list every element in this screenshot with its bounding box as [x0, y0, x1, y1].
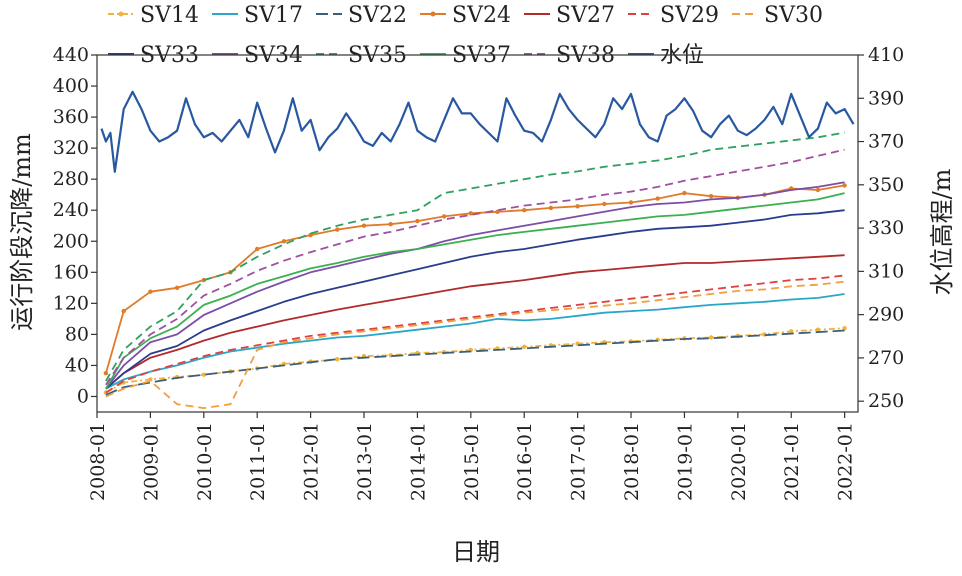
- y-tick-label-1: 40: [65, 354, 89, 376]
- y2-tick-label-7: 390: [868, 87, 904, 109]
- series-line-6: [105, 280, 845, 410]
- legend-label-2: SV22: [348, 3, 407, 28]
- axes: 0 40 80 120 160 200 240 280 320 360 400 440 250 270 29…: [53, 44, 905, 501]
- x-tick-label-13: 2021-01: [781, 422, 803, 501]
- series-marker-0-23: [708, 335, 714, 340]
- y-tick-label-7: 280: [53, 168, 89, 190]
- series-line-7: [105, 209, 845, 390]
- legend-label-0: SV14: [140, 3, 199, 28]
- y-tick-label-4: 160: [53, 261, 89, 283]
- series-marker-3-1: [121, 308, 126, 314]
- y-tick-label-8: 320: [53, 137, 89, 159]
- series-line-4: [105, 254, 845, 390]
- y-tick-label-9: 360: [53, 106, 89, 128]
- x-tick-label-12: 2020-01: [728, 422, 750, 501]
- y2-tick-label-1: 270: [868, 347, 904, 369]
- series-marker-3-13: [441, 214, 447, 219]
- y-axis-title: 运行阶段沉降/mm: [8, 133, 36, 331]
- y-tick-label-10: 400: [53, 75, 89, 97]
- x-tick-label-3: 2011-01: [247, 422, 269, 501]
- x-tick-label-1: 2009-01: [140, 422, 162, 501]
- y2-tick-label-3: 310: [868, 260, 904, 282]
- series-line-0: [105, 327, 845, 394]
- y-tick-label-2: 80: [65, 323, 89, 345]
- series-line-5: [105, 274, 845, 394]
- series-marker-3-14: [468, 211, 473, 216]
- x-tick-label-5: 2013-01: [354, 422, 376, 501]
- series-marker-3-18: [575, 204, 580, 209]
- plot-frame: [96, 54, 859, 413]
- legend-label-6: SV30: [764, 3, 823, 28]
- series-marker-3-0: [103, 371, 109, 376]
- series-line-1: [105, 293, 845, 390]
- x-tick-label-8: 2016-01: [514, 422, 536, 501]
- series-marker-0-4: [201, 372, 206, 377]
- series-marker-3-22: [682, 190, 687, 196]
- x-axis-title: 日期: [452, 538, 500, 566]
- y2-axis-title: 水位高程/m: [928, 168, 956, 295]
- series-line-9: [105, 131, 845, 382]
- plot-lines: [100, 90, 855, 410]
- x-tick-label-0: 2008-01: [87, 422, 109, 501]
- y-tick-label-0: 0: [77, 385, 89, 407]
- series-marker-3-17: [548, 205, 554, 211]
- y-tick-label-3: 120: [53, 292, 89, 314]
- legend-marker-0: [118, 11, 124, 17]
- legend-marker-3: [430, 11, 436, 17]
- y2-tick-label-4: 330: [868, 217, 904, 239]
- legend-label-3: SV24: [452, 3, 511, 28]
- series-marker-3-11: [388, 222, 393, 227]
- series-marker-3-28: [842, 183, 847, 188]
- y-tick-label-6: 240: [53, 199, 89, 221]
- series-marker-3-21: [655, 196, 660, 201]
- series-marker-3-20: [628, 200, 634, 205]
- series-marker-3-3: [174, 285, 180, 290]
- legend-label-4: SV27: [556, 3, 615, 28]
- x-tick-label-4: 2012-01: [301, 422, 323, 501]
- x-tick-label-10: 2018-01: [621, 422, 643, 501]
- y-tick-label-11: 440: [53, 44, 89, 66]
- series-marker-3-12: [415, 218, 420, 224]
- series-marker-3-19: [602, 201, 607, 207]
- legend-label-5: SV29: [660, 3, 719, 28]
- legend-label-1: SV17: [244, 3, 303, 28]
- series-marker-0-28: [842, 326, 847, 331]
- series-marker-3-27: [815, 187, 821, 193]
- y2-tick-label-2: 290: [868, 304, 904, 326]
- y2-tick-label-0: 250: [868, 390, 904, 412]
- series-line-2: [105, 329, 845, 396]
- x-tick-label-9: 2017-01: [568, 422, 590, 501]
- series-line-12: [100, 90, 855, 173]
- series-marker-3-2: [148, 289, 153, 294]
- x-tick-label-6: 2014-01: [407, 422, 429, 501]
- series-marker-3-6: [255, 246, 260, 252]
- y2-tick-label-6: 370: [868, 131, 904, 153]
- series-marker-0-9: [335, 357, 340, 362]
- series-marker-0-26: [789, 329, 794, 334]
- series-marker-3-23: [708, 194, 714, 199]
- y2-tick-label-5: 350: [868, 174, 904, 196]
- x-tick-label-11: 2019-01: [674, 422, 696, 501]
- series-marker-0-27: [815, 327, 821, 332]
- series-line-10: [105, 192, 845, 390]
- series-marker-3-16: [522, 208, 527, 213]
- y-tick-label-5: 200: [53, 230, 89, 252]
- series-marker-3-10: [361, 223, 367, 228]
- series-line-11: [105, 148, 845, 386]
- series-marker-3-9: [335, 227, 340, 232]
- x-tick-label-7: 2015-01: [461, 422, 483, 501]
- series-line-8: [105, 181, 845, 390]
- series-marker-0-16: [522, 344, 527, 349]
- x-tick-label-14: 2022-01: [835, 422, 857, 501]
- series-marker-3-7: [281, 239, 287, 244]
- y2-tick-label-8: 410: [868, 44, 904, 66]
- x-tick-label-2: 2010-01: [194, 422, 216, 501]
